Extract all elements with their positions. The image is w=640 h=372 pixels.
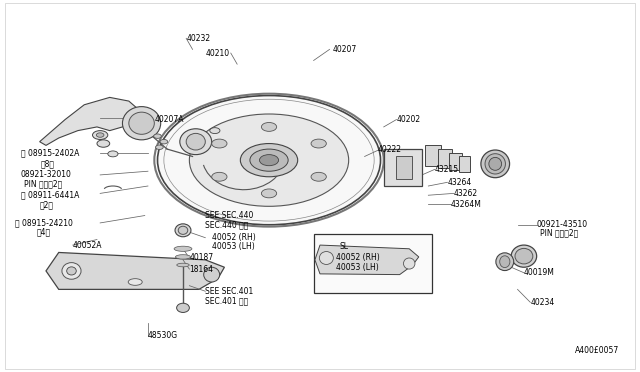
Text: A400£0057: A400£0057 (575, 346, 619, 355)
Text: 40222: 40222 (378, 145, 401, 154)
Text: SEE SEC.440: SEE SEC.440 (205, 211, 253, 220)
Text: PIN ピン（2）: PIN ピン（2） (24, 180, 62, 189)
Text: 40052A: 40052A (73, 241, 102, 250)
Text: 43264M: 43264M (451, 200, 481, 209)
Circle shape (93, 131, 108, 140)
Circle shape (154, 134, 161, 138)
Text: 40053 (LH): 40053 (LH) (336, 263, 379, 272)
Text: 08921-32010: 08921-32010 (20, 170, 72, 179)
Text: SEE SEC.401: SEE SEC.401 (205, 287, 253, 296)
Ellipse shape (174, 246, 192, 251)
Ellipse shape (175, 224, 191, 237)
Text: ⒙ 08915-2402A: ⒙ 08915-2402A (20, 148, 79, 157)
Ellipse shape (511, 245, 537, 267)
Ellipse shape (180, 129, 212, 155)
Ellipse shape (177, 303, 189, 312)
Text: 40207A: 40207A (154, 115, 184, 124)
Text: 40187: 40187 (189, 253, 214, 263)
Text: 40207: 40207 (333, 45, 357, 54)
Bar (449, 153, 462, 170)
Bar (314, 234, 431, 293)
Ellipse shape (500, 256, 510, 267)
Text: SEC.440 参照: SEC.440 参照 (205, 220, 249, 229)
Ellipse shape (403, 258, 415, 269)
Ellipse shape (122, 107, 161, 140)
Circle shape (250, 149, 288, 171)
Text: 40232: 40232 (186, 34, 211, 43)
Bar (438, 149, 452, 168)
Circle shape (97, 133, 104, 137)
Ellipse shape (485, 154, 506, 174)
Circle shape (261, 122, 276, 131)
Bar (384, 149, 422, 186)
Text: 43215: 43215 (435, 165, 459, 174)
Text: 40053 (LH): 40053 (LH) (212, 242, 255, 251)
Bar (459, 156, 470, 172)
Circle shape (261, 189, 276, 198)
Bar (396, 157, 412, 179)
Circle shape (156, 145, 163, 150)
Ellipse shape (489, 157, 502, 170)
Text: 18164: 18164 (189, 264, 213, 273)
Text: SEC.401 参照: SEC.401 参照 (205, 296, 248, 305)
Circle shape (311, 139, 326, 148)
Ellipse shape (204, 267, 220, 282)
Circle shape (241, 144, 298, 177)
Ellipse shape (62, 263, 81, 279)
Polygon shape (40, 97, 141, 145)
Text: 48530G: 48530G (148, 331, 178, 340)
Polygon shape (315, 245, 419, 275)
Text: （2）: （2） (40, 200, 54, 209)
Text: 40052 (RH): 40052 (RH) (336, 253, 380, 263)
Text: 40234: 40234 (531, 298, 554, 307)
Text: SL: SL (339, 243, 348, 251)
Polygon shape (46, 253, 225, 289)
Circle shape (108, 151, 118, 157)
Circle shape (157, 96, 381, 225)
Ellipse shape (128, 279, 142, 285)
Text: 43262: 43262 (454, 189, 478, 198)
Ellipse shape (67, 267, 76, 275)
Text: 40052 (RH): 40052 (RH) (212, 233, 255, 242)
Text: ⒙ 08911-6441A: ⒙ 08911-6441A (20, 191, 79, 200)
Ellipse shape (177, 263, 189, 267)
Bar (425, 145, 441, 166)
Circle shape (259, 155, 278, 166)
Circle shape (311, 172, 326, 181)
Circle shape (212, 139, 227, 148)
Text: Ⓟ 08915-24210: Ⓟ 08915-24210 (15, 218, 74, 227)
Ellipse shape (178, 226, 188, 234)
Circle shape (189, 114, 349, 206)
Ellipse shape (496, 253, 514, 270)
Ellipse shape (129, 112, 154, 134)
Text: 40210: 40210 (205, 49, 229, 58)
Ellipse shape (186, 134, 205, 150)
Text: 00921-43510: 00921-43510 (537, 220, 588, 229)
Text: 40202: 40202 (396, 115, 420, 124)
Text: （8）: （8） (41, 159, 55, 169)
Ellipse shape (319, 251, 333, 264)
Ellipse shape (515, 248, 533, 264)
Text: 40019M: 40019M (524, 268, 555, 277)
Ellipse shape (481, 150, 509, 178)
Text: （4）: （4） (36, 228, 51, 237)
Ellipse shape (175, 255, 191, 259)
Circle shape (97, 140, 109, 147)
Text: 43264: 43264 (447, 178, 472, 187)
Circle shape (212, 172, 227, 181)
Circle shape (210, 128, 220, 134)
Text: PIN ピン（2）: PIN ピン（2） (540, 229, 578, 238)
Circle shape (160, 140, 168, 144)
